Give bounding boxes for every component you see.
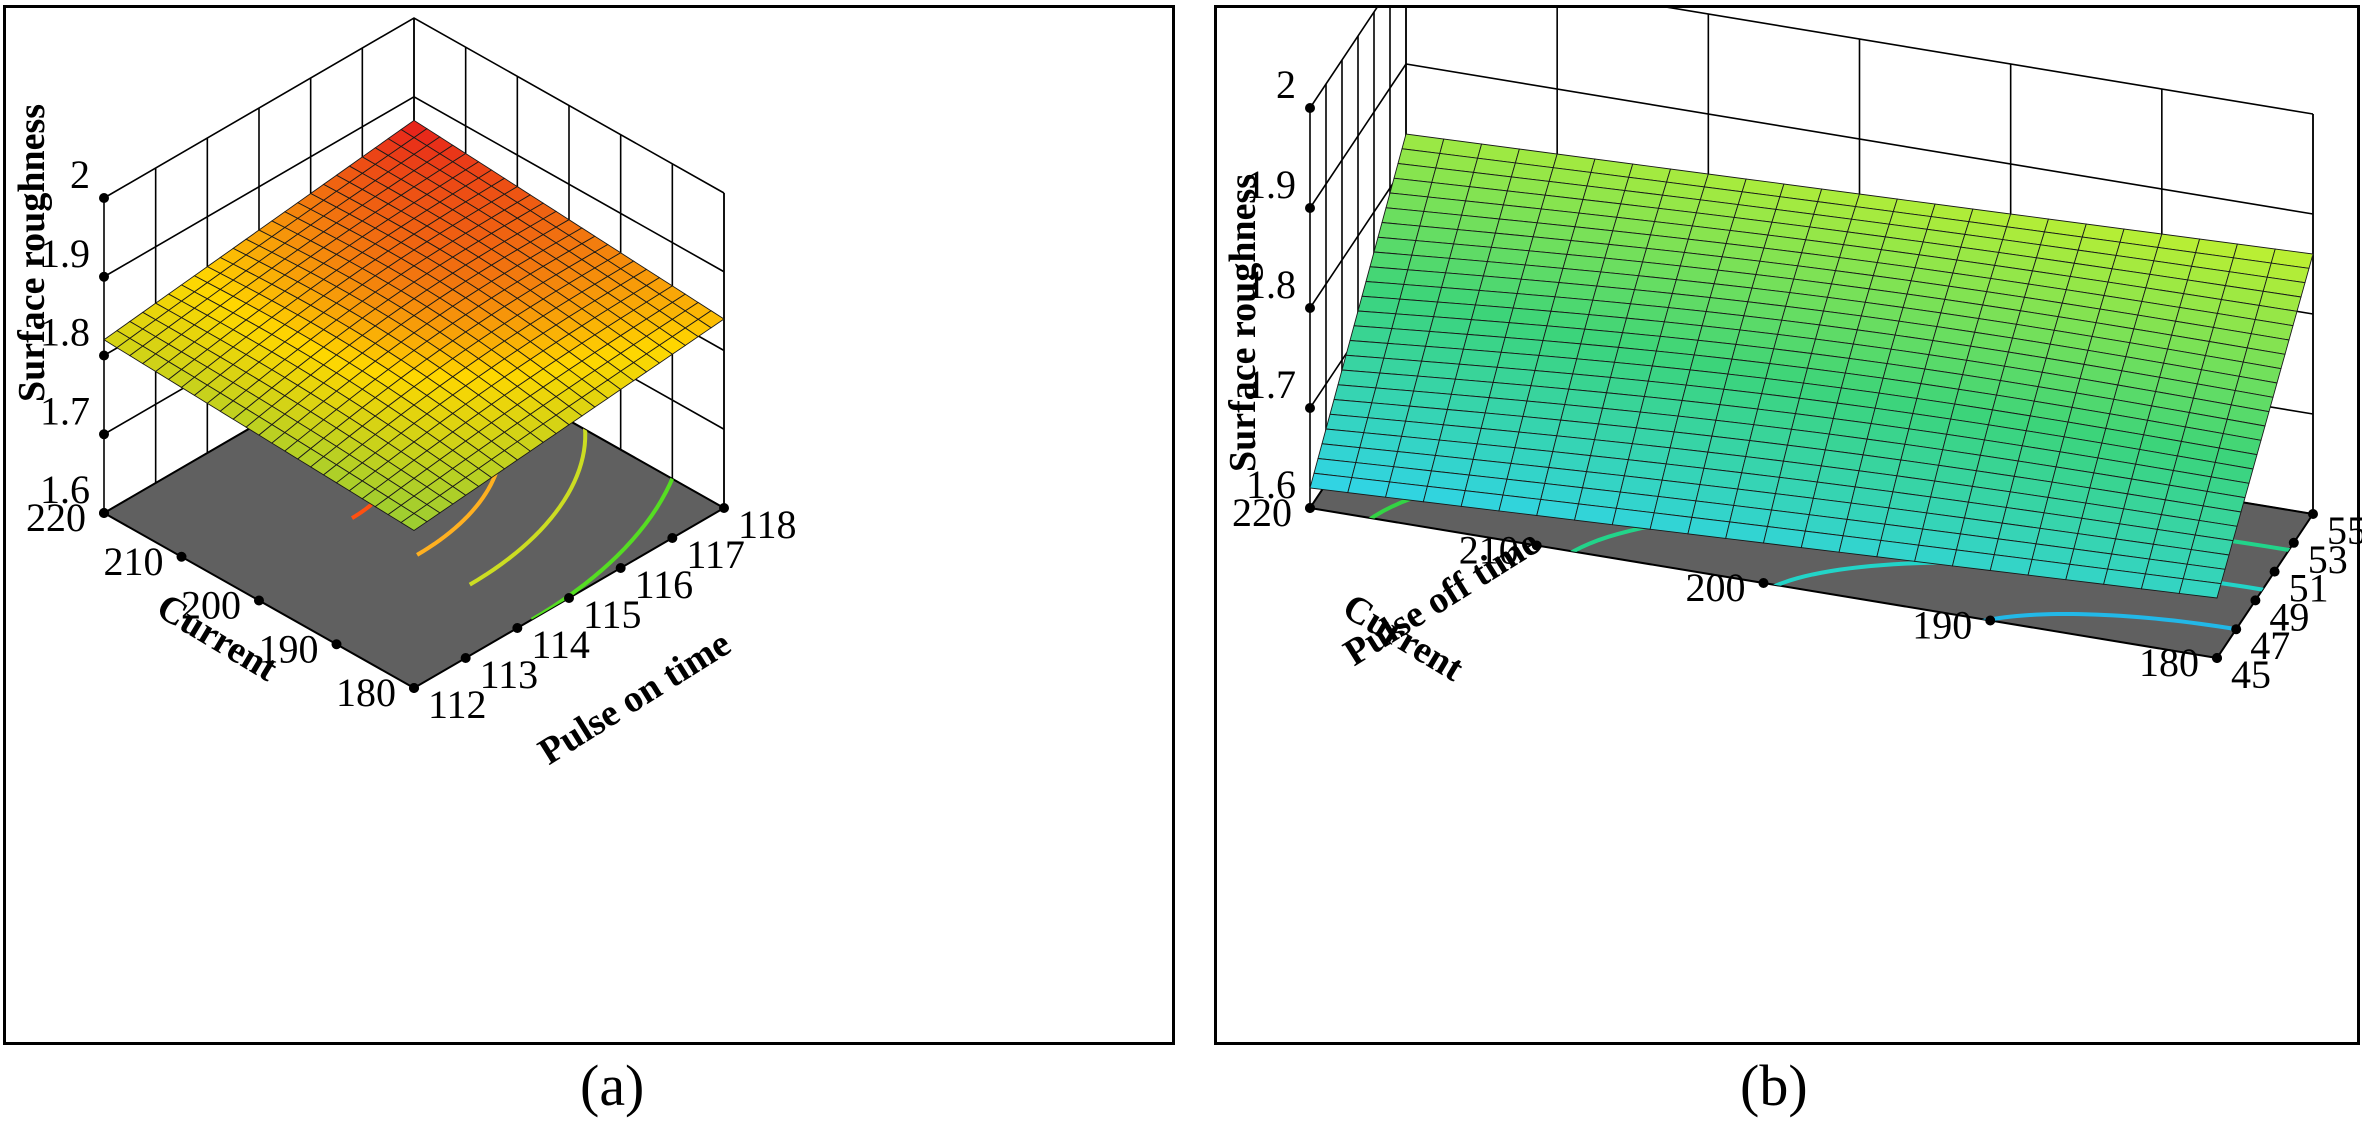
caption-b: (b) [1740,1053,1808,1118]
y-tick-mark [615,563,626,573]
z-tick-mark [99,193,109,203]
x-tick-label: 190 [259,626,319,671]
y-tick-label: 113 [480,652,539,697]
x-tick-label: 210 [1459,528,1519,573]
y-tick-mark [512,623,523,633]
x-tick-label: 210 [104,539,164,584]
x-tick-mark [331,639,342,650]
y-tick-label: 112 [428,682,487,727]
y-tick-label: 118 [738,502,797,547]
x-tick-mark [1985,615,1996,626]
y-tick-mark [2250,595,2261,606]
y-tick-mark [667,533,678,543]
contour-line [104,333,687,622]
y-tick-mark [2308,509,2318,519]
y-tick-mark [460,653,471,663]
x-tick-mark [176,551,187,562]
y-tick-label: 115 [583,592,642,637]
y-tick-label: 49 [2269,594,2309,639]
surface-plot-b: 180 190 200 210 220 45 47 49 51 53 55 1.6 1.7 1.8 1.9 2… [1214,5,2362,1045]
y-tick-label: 51 [2289,566,2329,611]
z-tick-label: 1.6 [1246,462,1296,507]
caption-a: (a) [580,1053,645,1118]
z-tick-mark [1305,203,1315,213]
y-tick-label: 53 [2308,537,2348,582]
y-tick-label: 117 [686,532,745,577]
y-tick-mark [2288,537,2299,548]
y-tick-mark [2269,566,2280,577]
z-tick-mark [99,350,109,361]
z-tick-label: 2 [70,152,90,197]
z-tick-label: 1.9 [1246,162,1296,207]
z-axis-label: Surface roughness [11,104,53,402]
x-tick-mark [1758,578,1769,588]
surface-plot-a: 180 190 200 210 220 112 113 114 115 116 117 118 1.6 1… [3,5,1175,1045]
y-tick-mark [719,503,729,513]
z-tick-label: 1.8 [1246,262,1296,307]
z-tick-mark [99,271,109,282]
z-tick-mark [1305,103,1315,113]
z-tick-mark [1305,503,1315,513]
x-tick-label: 200 [1686,565,1746,610]
x-tick-label: 200 [181,583,241,628]
x-tick-label: 180 [2139,640,2199,685]
y-tick-mark [2231,624,2242,635]
z-tick-label: 1.7 [1246,362,1296,407]
x-tick-mark [254,595,264,606]
z-tick-mark [1305,303,1315,313]
z-tick-mark [1305,403,1315,413]
z-axis-label: Surface roughness [1222,174,1264,472]
y-tick-mark [564,593,574,603]
x-tick-label: 220 [1232,490,1292,535]
x-tick-label: 190 [1912,603,1972,648]
z-tick-label: 1.8 [40,310,90,355]
z-tick-mark [99,508,109,518]
surface-patch [400,512,428,532]
y-tick-label: 47 [2250,623,2290,668]
y-tick-label: 45 [2231,652,2271,697]
z-tick-label: 1.9 [40,231,90,276]
y-tick-label: 114 [531,622,590,667]
y-tick-label: 55 [2327,508,2362,553]
y-tick-mark [2212,653,2222,663]
x-tick-label: 180 [336,670,396,715]
z-tick-label: 1.6 [40,467,90,512]
y-tick-label: 116 [635,562,694,607]
x-tick-mark [1531,540,1542,551]
surface-patch [2178,578,2222,599]
x-tick-label: 220 [26,495,86,540]
z-tick-label: 1.7 [40,388,90,433]
z-tick-label: 2 [1276,62,1296,107]
y-tick-mark [409,683,419,693]
z-tick-mark [99,429,109,440]
